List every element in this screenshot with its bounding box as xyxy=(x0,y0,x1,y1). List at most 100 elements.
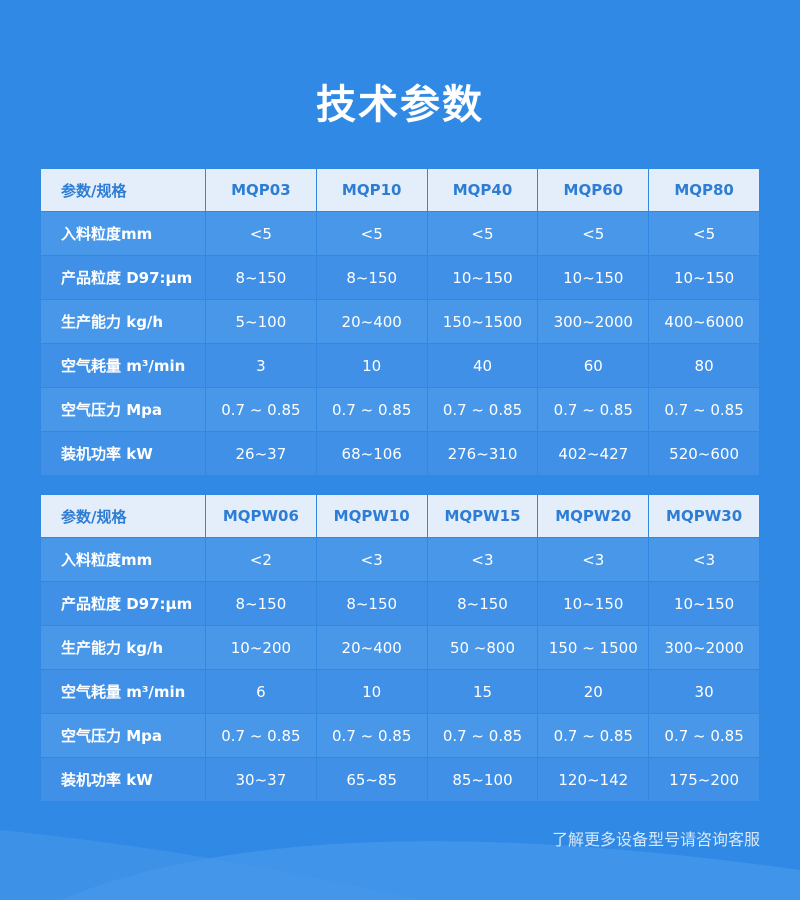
value-cell: 0.7 ~ 0.85 xyxy=(648,713,760,758)
value-cell: 300~2000 xyxy=(648,625,760,670)
value-cell: 10 xyxy=(315,669,428,714)
table-row: 装机功率 kW 30~37 65~85 85~100 120~142 175~200 xyxy=(40,757,760,802)
value-cell: 0.7 ~ 0.85 xyxy=(648,387,760,432)
footer-note: 了解更多设备型号请咨询客服 xyxy=(551,830,760,849)
model-header: MQP10 xyxy=(315,168,428,212)
param-label: 入料粒度mm xyxy=(40,537,206,582)
table-row: 空气压力 Mpa 0.7 ~ 0.85 0.7 ~ 0.85 0.7 ~ 0.85 0.… xyxy=(40,387,760,432)
value-cell: 0.7 ~ 0.85 xyxy=(537,387,650,432)
value-cell: 26~37 xyxy=(205,431,317,476)
value-cell: 8~150 xyxy=(315,581,428,626)
value-cell: 10~150 xyxy=(537,255,650,300)
value-cell: 5~100 xyxy=(205,299,317,344)
table-row: 空气耗量 m³/min 6 10 15 20 30 xyxy=(40,669,760,714)
model-header: MQP60 xyxy=(537,168,650,212)
value-cell: <2 xyxy=(205,537,317,582)
value-cell: 85~100 xyxy=(426,757,539,802)
table-header-row: 参数/规格 MQPW06 MQPW10 MQPW15 MQPW20 MQPW30 xyxy=(40,494,760,538)
value-cell: 120~142 xyxy=(537,757,650,802)
value-cell: 8~150 xyxy=(426,581,539,626)
param-label: 空气耗量 m³/min xyxy=(40,343,206,388)
value-cell: 68~106 xyxy=(315,431,428,476)
value-cell: 402~427 xyxy=(537,431,650,476)
value-cell: <3 xyxy=(537,537,650,582)
value-cell: 8~150 xyxy=(205,255,317,300)
value-cell: 0.7 ~ 0.85 xyxy=(205,713,317,758)
value-cell: 15 xyxy=(426,669,539,714)
param-header: 参数/规格 xyxy=(40,168,206,212)
table-row: 产品粒度 D97:μm 8~150 8~150 8~150 10~150 10~150 xyxy=(40,581,760,626)
value-cell: 0.7 ~ 0.85 xyxy=(205,387,317,432)
model-header: MQPW15 xyxy=(426,494,539,538)
spec-table-mqpw: 参数/规格 MQPW06 MQPW10 MQPW15 MQPW20 MQPW30 入料粒度m… xyxy=(40,494,760,802)
value-cell: 0.7 ~ 0.85 xyxy=(315,713,428,758)
value-cell: <3 xyxy=(426,537,539,582)
value-cell: 0.7 ~ 0.85 xyxy=(537,713,650,758)
value-cell: 3 xyxy=(205,343,317,388)
table-row: 空气耗量 m³/min 3 10 40 60 80 xyxy=(40,343,760,388)
value-cell: 80 xyxy=(648,343,760,388)
value-cell: 0.7 ~ 0.85 xyxy=(426,713,539,758)
value-cell: 20~400 xyxy=(315,625,428,670)
value-cell: 300~2000 xyxy=(537,299,650,344)
value-cell: 10~150 xyxy=(648,255,760,300)
model-header: MQPW20 xyxy=(537,494,650,538)
value-cell: 6 xyxy=(205,669,317,714)
model-header: MQP03 xyxy=(205,168,317,212)
value-cell: 8~150 xyxy=(315,255,428,300)
value-cell: <5 xyxy=(315,211,428,256)
value-cell: <5 xyxy=(426,211,539,256)
table-header-row: 参数/规格 MQP03 MQP10 MQP40 MQP60 MQP80 xyxy=(40,168,760,212)
model-header: MQPW06 xyxy=(205,494,317,538)
value-cell: 10~150 xyxy=(537,581,650,626)
table-row: 生产能力 kg/h 5~100 20~400 150~1500 300~2000 400~… xyxy=(40,299,760,344)
param-label: 装机功率 kW xyxy=(40,757,206,802)
value-cell: 30~37 xyxy=(205,757,317,802)
value-cell: 0.7 ~ 0.85 xyxy=(426,387,539,432)
value-cell: 10~150 xyxy=(426,255,539,300)
value-cell: 20~400 xyxy=(315,299,428,344)
value-cell: 10 xyxy=(315,343,428,388)
param-label: 入料粒度mm xyxy=(40,211,206,256)
value-cell: <3 xyxy=(648,537,760,582)
spec-table-mqp: 参数/规格 MQP03 MQP10 MQP40 MQP60 MQP80 入料粒度mm <5 <5… xyxy=(40,168,760,476)
value-cell: 276~310 xyxy=(426,431,539,476)
value-cell: 10~200 xyxy=(205,625,317,670)
param-label: 生产能力 kg/h xyxy=(40,625,206,670)
value-cell: 0.7 ~ 0.85 xyxy=(315,387,428,432)
value-cell: 175~200 xyxy=(648,757,760,802)
table-row: 生产能力 kg/h 10~200 20~400 50 ~800 150 ~ 1500 30… xyxy=(40,625,760,670)
model-header: MQP80 xyxy=(648,168,760,212)
value-cell: 40 xyxy=(426,343,539,388)
param-label: 空气压力 Mpa xyxy=(40,713,206,758)
param-label: 产品粒度 D97:μm xyxy=(40,255,206,300)
value-cell: 20 xyxy=(537,669,650,714)
value-cell: 50 ~800 xyxy=(426,625,539,670)
table-row: 入料粒度mm <5 <5 <5 <5 <5 xyxy=(40,211,760,256)
value-cell: 520~600 xyxy=(648,431,760,476)
param-label: 空气压力 Mpa xyxy=(40,387,206,432)
value-cell: 65~85 xyxy=(315,757,428,802)
param-label: 空气耗量 m³/min xyxy=(40,669,206,714)
table-row: 空气压力 Mpa 0.7 ~ 0.85 0.7 ~ 0.85 0.7 ~ 0.85 0.… xyxy=(40,713,760,758)
value-cell: 30 xyxy=(648,669,760,714)
value-cell: 400~6000 xyxy=(648,299,760,344)
value-cell: 10~150 xyxy=(648,581,760,626)
value-cell: 150 ~ 1500 xyxy=(537,625,650,670)
param-label: 装机功率 kW xyxy=(40,431,206,476)
value-cell: <5 xyxy=(537,211,650,256)
value-cell: 150~1500 xyxy=(426,299,539,344)
value-cell: 60 xyxy=(537,343,650,388)
value-cell: 8~150 xyxy=(205,581,317,626)
value-cell: <5 xyxy=(205,211,317,256)
model-header: MQPW10 xyxy=(315,494,428,538)
param-label: 生产能力 kg/h xyxy=(40,299,206,344)
model-header: MQPW30 xyxy=(648,494,760,538)
param-header: 参数/规格 xyxy=(40,494,206,538)
page-title: 技术参数 xyxy=(316,82,484,128)
value-cell: <3 xyxy=(315,537,428,582)
value-cell: <5 xyxy=(648,211,760,256)
table-row: 入料粒度mm <2 <3 <3 <3 <3 xyxy=(40,537,760,582)
param-label: 产品粒度 D97:μm xyxy=(40,581,206,626)
